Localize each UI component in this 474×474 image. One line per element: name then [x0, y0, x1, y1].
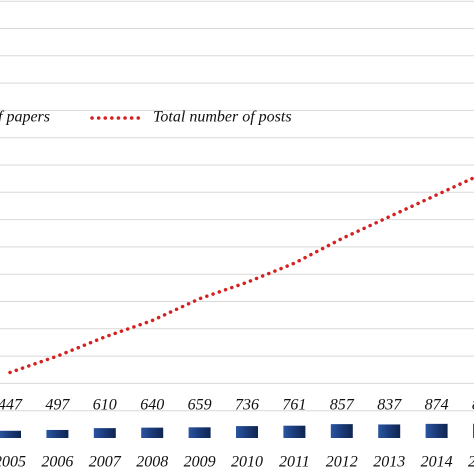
x-tick-label: 2008	[136, 454, 168, 471]
legend-label: Total number of papers	[0, 109, 50, 126]
bar	[46, 429, 69, 438]
bar	[141, 427, 164, 438]
value-label: 881	[472, 397, 474, 414]
x-tick-label: 2014	[421, 454, 453, 471]
bar	[330, 424, 353, 438]
bar	[93, 428, 116, 438]
bar	[188, 427, 211, 438]
value-label: 640	[140, 397, 164, 414]
value-label: 610	[93, 397, 117, 414]
value-label: 761	[282, 397, 306, 414]
x-tick-label: 2010	[231, 454, 263, 471]
x-tick-label: 2011	[279, 454, 310, 471]
grid	[0, 0, 474, 412]
value-label: 447	[0, 397, 23, 414]
bar	[283, 425, 306, 438]
x-tick-label: 2012	[326, 454, 358, 471]
x-tick-label: 2007	[89, 454, 122, 471]
x-tick-label: 2009	[184, 454, 216, 471]
value-label: 736	[235, 397, 259, 414]
value-label: 659	[188, 397, 212, 414]
bar	[0, 430, 21, 438]
value-label: 857	[330, 397, 355, 414]
legend-label: Total number of posts	[153, 109, 292, 126]
x-tick-label: 2005	[0, 454, 26, 471]
bar	[378, 424, 401, 438]
x-tick-label: 2006	[41, 454, 73, 471]
line	[8, 175, 474, 375]
value-label: 837	[377, 397, 402, 414]
bar	[236, 426, 258, 438]
value-label: 497	[45, 397, 70, 414]
x-tick-label: 2013	[373, 454, 405, 471]
x-tick-label: 2015	[468, 454, 474, 471]
value-label: 874	[425, 397, 449, 414]
bar	[425, 423, 448, 438]
